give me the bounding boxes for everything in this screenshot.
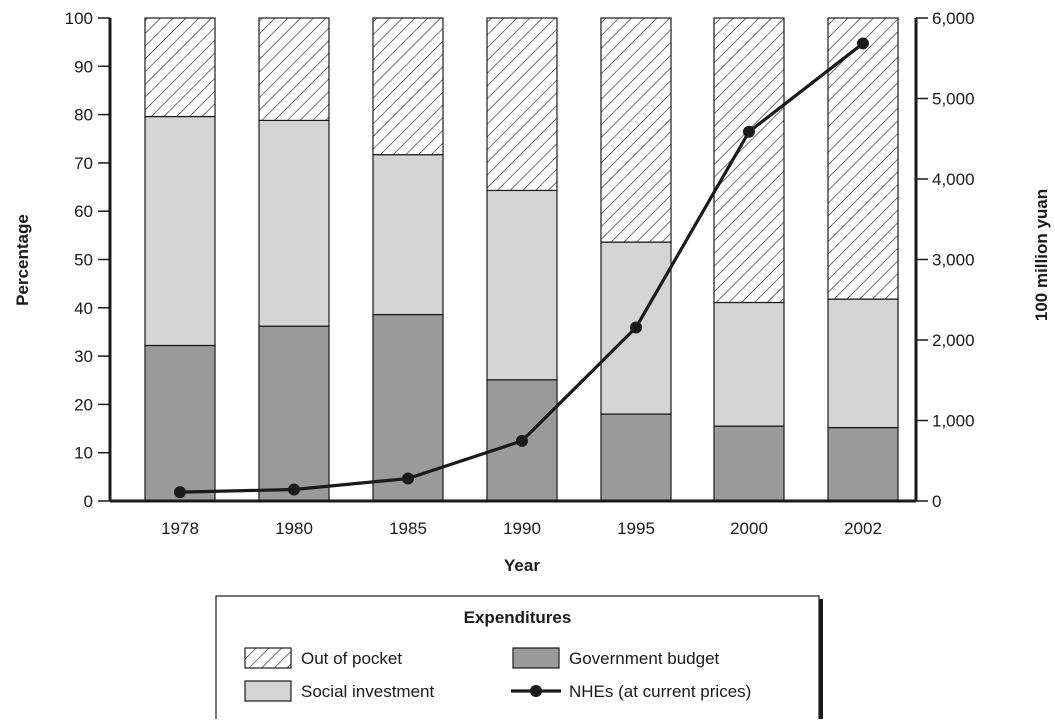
bar-out-of-pocket-1990 [486, 17, 558, 192]
left-tick-label: 40 [74, 299, 93, 318]
bar-government-budget-2000 [713, 425, 785, 502]
bar-out-of-pocket-2000 [713, 17, 785, 304]
left-tick-label: 0 [84, 492, 93, 511]
left-tick-label: 80 [74, 106, 93, 125]
left-tick-label: 20 [74, 395, 93, 414]
right-tick-label: 1,000 [932, 412, 975, 431]
x-tick-label: 2002 [844, 519, 882, 538]
bar-government-budget-2002 [827, 426, 899, 502]
right-tick-label: 2,000 [932, 331, 975, 350]
bar-social-investment-1978 [144, 115, 216, 347]
bar-social-investment-2000 [713, 301, 785, 427]
bar-out-of-pocket-2002 [827, 17, 899, 300]
x-tick-label: 1995 [617, 519, 655, 538]
legend-label-social-investment: Social investment [301, 682, 435, 701]
bar-out-of-pocket-1980 [258, 17, 330, 121]
point-nhes-at-current-prices-1990 [516, 434, 528, 447]
left-tick-label: 50 [74, 251, 93, 270]
legend-swatch-government-budget [512, 647, 560, 669]
legend-swatch-out-of-pocket [244, 647, 292, 669]
legend-label-government-budget: Government budget [569, 649, 720, 668]
bar-government-budget-1978 [144, 344, 216, 502]
x-tick-label: 1980 [275, 519, 313, 538]
bar-out-of-pocket-1985 [372, 17, 444, 156]
axes-layer: 0 10 20 30 40 50 60 70 80 90 100 0 1,000 2,000 3,000 4,… [13, 9, 1051, 575]
bar-out-of-pocket-1995 [600, 17, 672, 243]
right-tick-label: 5,000 [932, 90, 975, 109]
bar-social-investment-1985 [372, 154, 444, 316]
point-nhes-at-current-prices-2000 [743, 125, 755, 138]
y2-axis-title: 100 million yuan [1032, 189, 1051, 321]
right-tick-label: 6,000 [932, 9, 975, 28]
legend-label-nhes-at-current-prices: NHEs (at current prices) [569, 682, 751, 701]
left-tick-label: 100 [65, 9, 93, 28]
bar-government-budget-1995 [600, 413, 672, 502]
bar-out-of-pocket-1978 [144, 17, 216, 118]
x-tick-label: 1990 [503, 519, 541, 538]
point-nhes-at-current-prices-2002 [857, 37, 869, 50]
bar-social-investment-2002 [827, 298, 899, 429]
left-tick-label: 10 [74, 444, 93, 463]
legend-title: Expenditures [464, 608, 572, 627]
x-axis-title: Year [504, 556, 540, 575]
nhe-line-layer [174, 37, 869, 499]
legend-swatch-social-investment [244, 680, 292, 702]
left-tick-label: 30 [74, 347, 93, 366]
x-tick-label: 2000 [730, 519, 768, 538]
legend-marker-nhes-at-current-prices [530, 685, 542, 697]
point-nhes-at-current-prices-1985 [402, 472, 414, 485]
legend: Expenditures Out of pocket Government budg… [215, 595, 823, 724]
right-tick-label: 4,000 [932, 170, 975, 189]
left-tick-label: 90 [74, 57, 93, 76]
y-axis-title: Percentage [13, 214, 32, 306]
left-tick-label: 70 [74, 154, 93, 173]
point-nhes-at-current-prices-1995 [630, 321, 642, 334]
point-nhes-at-current-prices-1980 [288, 483, 300, 496]
bar-social-investment-1980 [258, 119, 330, 327]
left-tick-label: 60 [74, 202, 93, 221]
bar-government-budget-1980 [258, 325, 330, 502]
right-tick-label: 3,000 [932, 251, 975, 270]
x-tick-label: 1985 [389, 519, 427, 538]
x-tick-label: 1978 [161, 519, 199, 538]
right-tick-label: 0 [932, 492, 941, 511]
point-nhes-at-current-prices-1978 [174, 486, 186, 499]
bar-social-investment-1990 [486, 189, 558, 381]
legend-label-out-of-pocket: Out of pocket [301, 649, 402, 668]
bars-layer [144, 17, 899, 502]
